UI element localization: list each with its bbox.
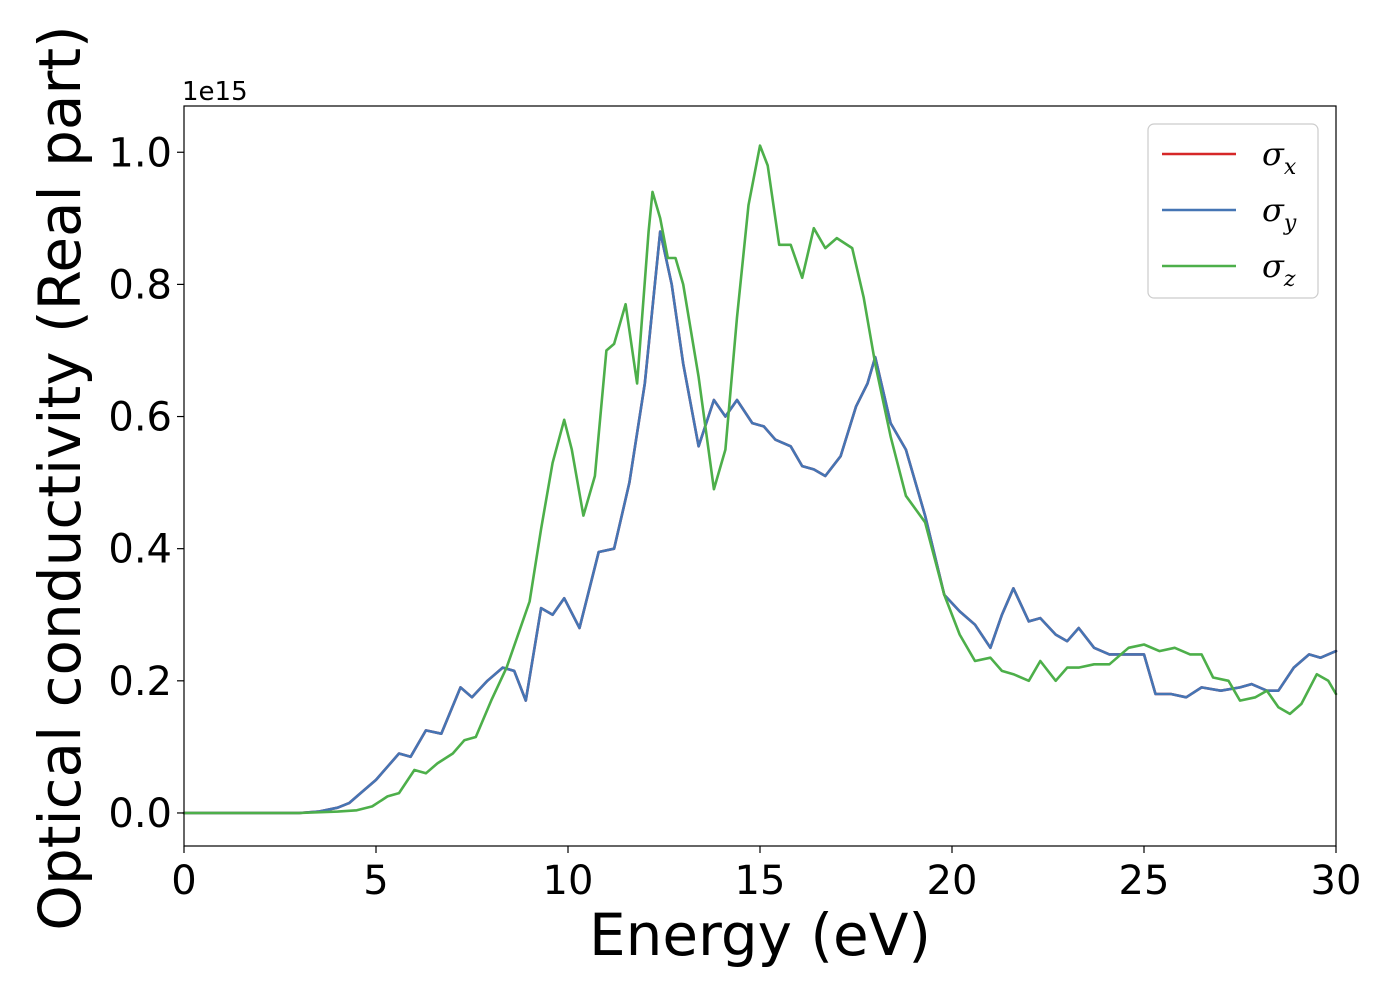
x-tick-label: 10: [543, 858, 594, 904]
y-tick-label: 0.2: [108, 659, 172, 705]
series-lines: [182, 144, 1338, 815]
y-tick-label: 0.0: [108, 791, 172, 837]
x-tick-label: 20: [927, 858, 978, 904]
y-tick-label: 0.8: [108, 262, 172, 308]
legend-symbol: σ: [1262, 135, 1285, 173]
series-line-z: [182, 144, 1338, 815]
y-tick-label: 1.0: [108, 130, 172, 176]
legend-subscript: z: [1283, 267, 1296, 292]
x-tick-label: 0: [171, 858, 196, 904]
series-line-y: [182, 230, 1338, 815]
y-axis-title: Optical conductivity (Real part): [26, 25, 94, 930]
x-tick-label: 15: [735, 858, 786, 904]
plot-background: [184, 106, 1336, 846]
legend-label-y: σy: [1262, 191, 1297, 236]
legend-subscript: y: [1283, 211, 1297, 236]
y-offset-label: 1e15: [182, 77, 248, 107]
y-tick-label: 0.6: [108, 395, 172, 441]
y-axis: 0.0 0.2 0.4 0.6 0.8 1.0: [108, 130, 184, 837]
x-tick-label: 25: [1119, 858, 1170, 904]
legend-subscript: x: [1284, 155, 1297, 180]
legend-symbol: σ: [1262, 191, 1285, 229]
legend-label-z: σz: [1262, 247, 1296, 292]
legend-label-x: σx: [1262, 135, 1297, 180]
legend-symbol: σ: [1262, 247, 1285, 285]
x-tick-label: 5: [363, 858, 388, 904]
y-tick-label: 0.4: [108, 527, 172, 573]
x-tick-label: 30: [1311, 858, 1362, 904]
x-axis-title: Energy (eV): [589, 901, 931, 969]
x-axis: 0 5 10 15 20 25 30: [171, 846, 1361, 904]
